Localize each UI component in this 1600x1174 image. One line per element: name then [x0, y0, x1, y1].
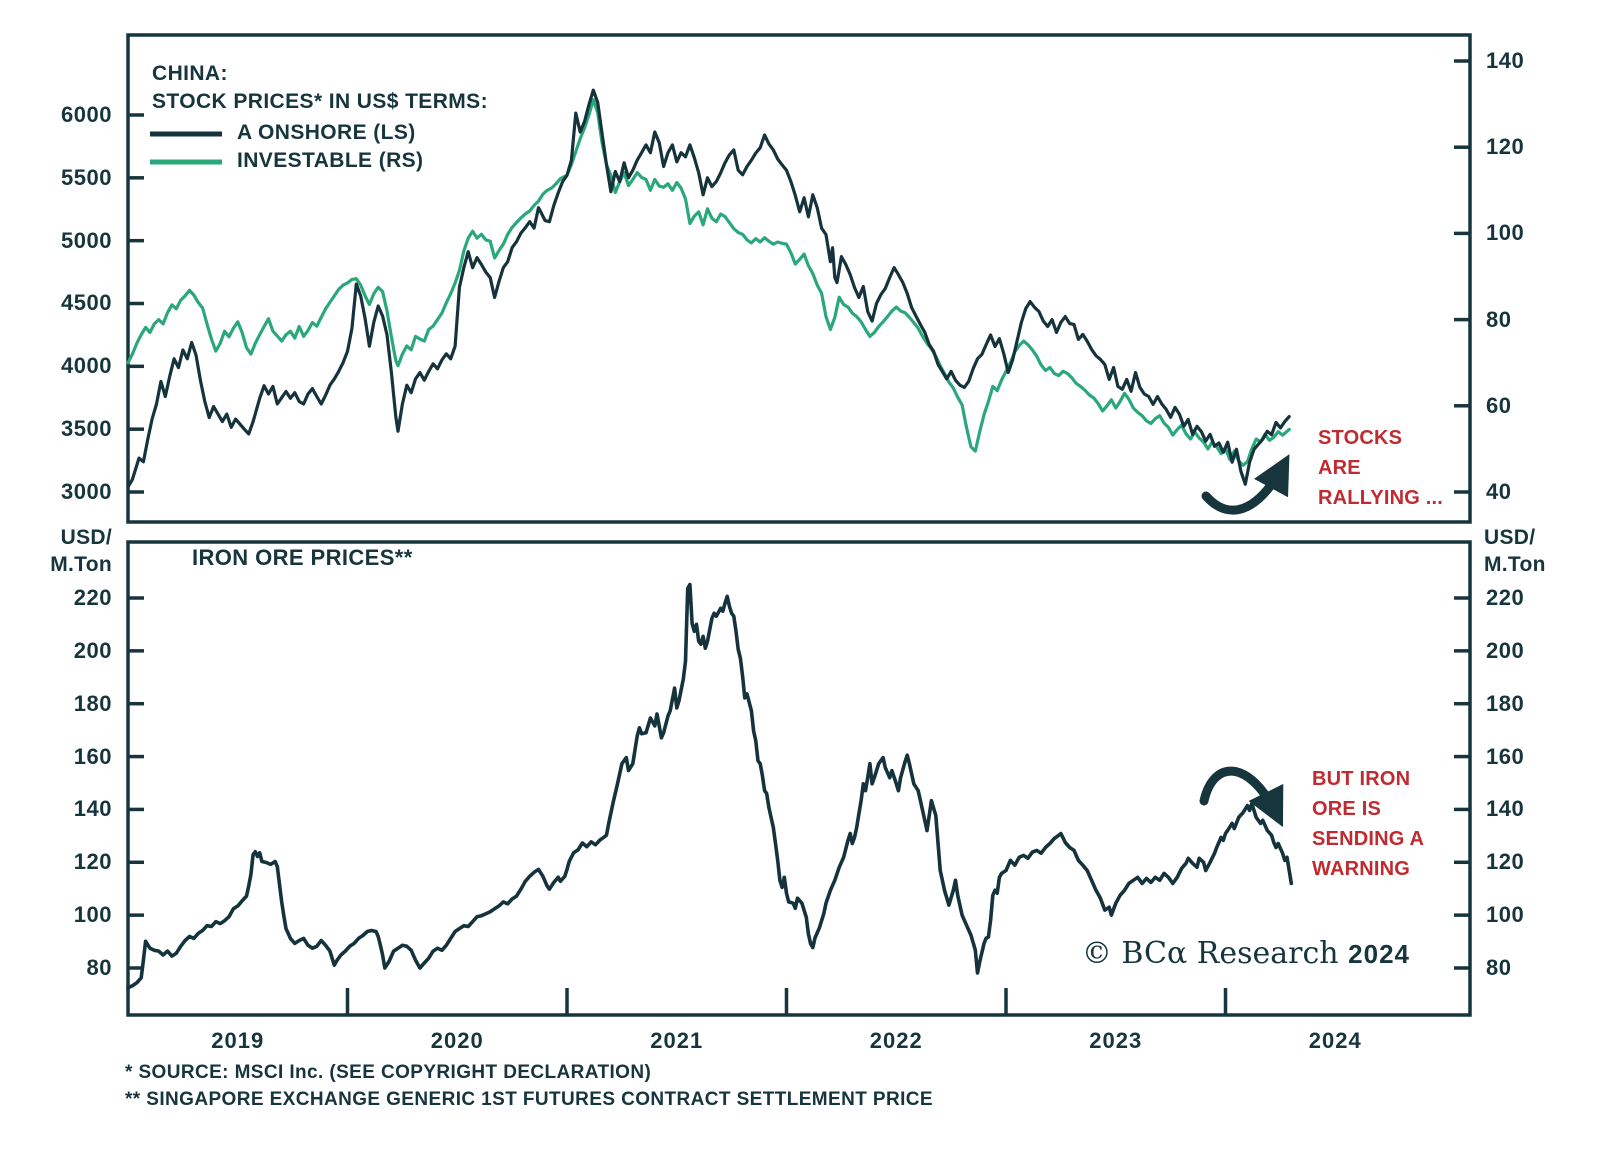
stocks-rallying-arrow: [1201, 454, 1290, 515]
stock-left-axis-label: 5000: [61, 227, 112, 253]
iron-right-axis-label: 200: [1486, 637, 1525, 663]
iron-note-line4: WARNING: [1312, 858, 1411, 880]
stock-left-axis-label: 4500: [61, 290, 112, 316]
unit-label-left: USD/ M.Ton: [10, 524, 112, 578]
stock-right-axis-label: 60: [1486, 392, 1512, 418]
stock-left-axis-label: 3500: [61, 416, 112, 442]
stocks-note-line3: RALLYING ...: [1318, 487, 1444, 509]
year-label-2021: 2021: [650, 1028, 704, 1053]
iron-warning-note: BUT IRON ORE IS SENDING A WARNING: [1312, 764, 1424, 884]
year-label-2019: 2019: [211, 1028, 265, 1053]
stock-right-axis-label: 100: [1486, 220, 1525, 246]
unit-label-right: USD/ M.Ton: [1484, 524, 1594, 578]
bca-year: 2024: [1348, 939, 1410, 969]
unit-label-right-line1: USD/: [1484, 526, 1536, 549]
legend-label-investable: INVESTABLE (RS): [237, 149, 424, 172]
stocks-rallying-note: STOCKS ARE RALLYING ...: [1318, 423, 1443, 513]
iron-left-axis-label: 220: [73, 584, 112, 610]
iron-left-axis-label: 140: [73, 796, 112, 822]
stock-right-axis-label: 80: [1486, 306, 1512, 332]
series-iron-ore-line: [126, 582, 1294, 990]
iron-left-axis-label: 80: [86, 955, 112, 980]
iron-right-axis-label: 160: [1486, 743, 1525, 769]
stocks-note-line2: ARE: [1318, 457, 1361, 479]
bca-research-logo: © BCα Research 2024: [1040, 936, 1410, 971]
footnote-exchange: ** SINGAPORE EXCHANGE GENERIC 1ST FUTURE…: [125, 1089, 933, 1110]
iron-left-axis-label: 180: [73, 690, 112, 716]
iron-left-axis-label: 200: [73, 637, 112, 663]
iron-ore-panel-title: IRON ORE PRICES**: [192, 545, 413, 570]
stock-left-axis-label: 6000: [61, 101, 112, 127]
iron-note-line3: SENDING A: [1312, 828, 1425, 850]
year-label-2022: 2022: [869, 1028, 923, 1053]
stocks-note-line1: STOCKS: [1318, 427, 1403, 449]
top-panel-border: [126, 33, 1472, 524]
year-label-2024: 2024: [1308, 1028, 1362, 1053]
unit-label-left-line2: M.Ton: [50, 553, 112, 576]
bottom-panel-border: [126, 540, 1472, 1017]
iron-left-axis-label: 100: [73, 902, 112, 928]
year-label-2020: 2020: [430, 1028, 484, 1053]
iron-right-axis-label: 220: [1486, 584, 1525, 610]
series-investable-line: [126, 98, 1291, 467]
iron-right-axis-label: 120: [1486, 849, 1525, 875]
iron-right-axis-label: 80: [1486, 955, 1512, 980]
iron-right-axis-label: 140: [1486, 796, 1525, 822]
chart-title-line1: CHINA:: [152, 62, 228, 85]
stock-right-axis-label: 140: [1486, 48, 1525, 73]
footnote-source: * SOURCE: MSCI Inc. (SEE COPYRIGHT DECLA…: [125, 1062, 652, 1083]
stock-left-axis-label: 4000: [61, 353, 112, 379]
stock-right-axis-label: 40: [1486, 479, 1512, 504]
bca-copyright-text: © BCα Research: [1081, 936, 1349, 971]
stock-left-axis-label: 5500: [61, 164, 112, 190]
year-label-2023: 2023: [1089, 1028, 1143, 1053]
iron-left-axis-label: 160: [73, 743, 112, 769]
chart-title-line2: STOCK PRICES* IN US$ TERMS:: [152, 90, 488, 113]
legend-label-a-onshore: A ONSHORE (LS): [237, 121, 416, 144]
iron-warning-arrow: [1199, 766, 1284, 828]
series-a-onshore-line: [126, 88, 1291, 489]
unit-label-left-line1: USD/: [60, 526, 112, 549]
iron-note-line2: ORE IS: [1312, 798, 1381, 820]
iron-note-line1: BUT IRON: [1312, 768, 1411, 790]
stock-right-axis-label: 120: [1486, 134, 1525, 160]
iron-left-axis-label: 120: [73, 849, 112, 875]
unit-label-right-line2: M.Ton: [1484, 553, 1546, 576]
iron-right-axis-label: 180: [1486, 690, 1525, 716]
iron-right-axis-label: 100: [1486, 902, 1525, 928]
stock-left-axis-label: 3000: [61, 479, 112, 504]
